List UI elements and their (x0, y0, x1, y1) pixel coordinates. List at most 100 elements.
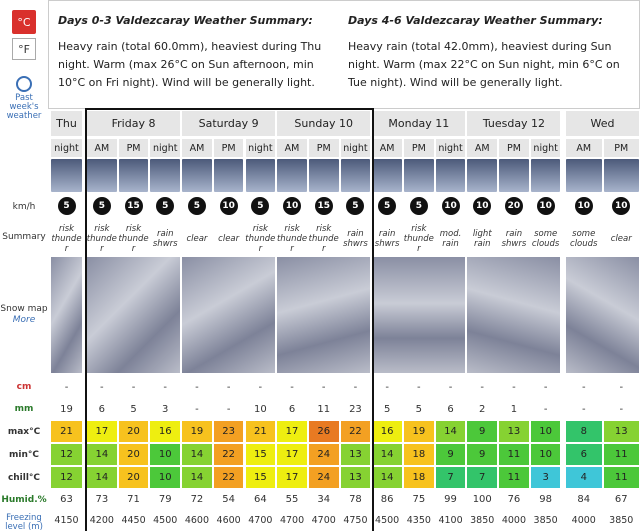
snow-map (371, 256, 467, 374)
fahrenheit-button[interactable]: °F (12, 38, 36, 60)
summary-text: Heavy rain (total 60.0mm), heaviest duri… (58, 40, 322, 89)
weather-icon (51, 159, 82, 192)
wind-speed: 5 (346, 197, 365, 215)
min-temp-cell: 15 (244, 443, 277, 466)
snow-map (181, 256, 277, 374)
freezing-cell: 4600 (184, 515, 210, 526)
rain-cell: - (195, 403, 199, 415)
summary-text-cell: risk thunder (403, 224, 434, 254)
max-temp-cell: 9 (466, 420, 499, 443)
summary-text-cell: risk thunder (245, 224, 276, 254)
humid-cell: 75 (412, 494, 426, 505)
summary-text-cell: light rain (472, 229, 492, 249)
freezing-cell: 4500 (153, 515, 178, 526)
freezing-cell: 4500 (375, 515, 400, 526)
more-link[interactable]: More (12, 315, 36, 325)
freezing-cell: 4600 (216, 515, 241, 526)
snow-cell: - (417, 381, 421, 393)
summary-text-cell: rain shwrs (152, 229, 178, 249)
celsius-button[interactable]: °C (12, 10, 36, 34)
summary-text-cell: mod. rain (439, 229, 462, 249)
summary-text-cell: risk thunder (276, 224, 308, 254)
rain-cell: 1 (510, 403, 518, 415)
period-label: AM (181, 138, 213, 158)
period-label: AM (565, 138, 603, 158)
snow-map (565, 256, 640, 374)
chill-temp-cell: 10 (149, 466, 182, 489)
day-header: Tuesday 12 (466, 110, 562, 137)
period-label: night (50, 138, 83, 158)
min-temp-cell: 11 (498, 443, 530, 466)
summary-text-cell: rain shwrs (501, 229, 527, 249)
rain-cell: 5 (130, 403, 137, 415)
day-header: Thu (50, 110, 83, 137)
wind-speed: 5 (409, 197, 428, 215)
min-temp-cell: 9 (466, 443, 499, 466)
past-weather-link[interactable]: Past week's weather (6, 93, 42, 121)
wind-speed: 5 (378, 197, 397, 215)
rain-cell: 3 (162, 403, 169, 415)
period-label: PM (602, 138, 640, 158)
weather-icon (499, 159, 529, 192)
max-temp-cell: 19 (403, 420, 435, 443)
period-label: PM (117, 138, 150, 158)
period-label: night (339, 138, 372, 158)
min-temp-cell: 22 (212, 443, 245, 466)
rain-cell: 6 (288, 403, 296, 415)
snow-cell: - (619, 381, 624, 393)
wind-speed: 5 (92, 197, 111, 215)
wind-speed: 10 (219, 197, 238, 215)
chill-temp-cell: 4 (565, 466, 603, 489)
snow-cell: - (226, 381, 231, 393)
chill-temp-cell: 3 (529, 466, 562, 489)
min-temp-cell: 10 (529, 443, 562, 466)
wind-speed: 10 (612, 197, 631, 215)
snow-cell: - (64, 381, 69, 393)
day-header: Monday 11 (371, 110, 467, 137)
min-temp-cell: 10 (149, 443, 182, 466)
summary-text-cell: risk thunder (118, 224, 149, 254)
snow-map (50, 256, 83, 374)
max-label: max°C (7, 426, 41, 437)
humid-cell: 73 (95, 494, 109, 505)
chill-temp-cell: 12 (50, 466, 83, 489)
humid-cell: 99 (444, 494, 457, 505)
chill-temp-cell: 24 (307, 466, 340, 489)
rain-cell: 23 (349, 403, 362, 415)
summary-text-cell: risk thunder (86, 224, 117, 254)
weather-icon (308, 159, 339, 192)
freezing-cell: 4700 (248, 515, 273, 526)
chill-temp-cell: 11 (602, 466, 640, 489)
humid-cell: 86 (380, 494, 394, 505)
weather-icon (404, 159, 434, 192)
period-label: AM (276, 138, 308, 158)
humid-cell: 54 (222, 494, 235, 505)
period-label: PM (212, 138, 245, 158)
clock-icon[interactable] (16, 76, 32, 92)
summary-text-cell: clear (218, 234, 240, 244)
wind-speed: 10 (574, 197, 593, 215)
snow-map (466, 256, 562, 374)
period-label: night (529, 138, 562, 158)
summary-text-cell: some clouds (570, 229, 598, 249)
rain-cell: 6 (447, 403, 454, 415)
snow-cell: - (448, 381, 453, 393)
snow-map-label: Snow map (0, 304, 48, 314)
min-temp-cell: 12 (50, 443, 83, 466)
chill-temp-cell: 14 (371, 466, 403, 489)
rain-cell: - (543, 403, 548, 415)
day-header: Wed (565, 110, 640, 137)
freezing-cell: 4700 (311, 515, 336, 526)
rain-cell: - (226, 403, 231, 415)
max-temp-cell: 23 (212, 420, 245, 443)
humid-cell: 55 (285, 494, 299, 505)
snow-cell: - (321, 381, 326, 393)
chill-temp-cell: 20 (117, 466, 150, 489)
min-temp-cell: 24 (307, 443, 340, 466)
summary-text-cell: rain shwrs (374, 229, 400, 249)
snow-cell: - (258, 381, 263, 393)
summary-text-cell: risk thunder (51, 224, 82, 254)
summary-title: Days 4-6 Valdezcaray Weather Summary: (348, 14, 603, 27)
wind-speed: 20 (504, 197, 523, 215)
